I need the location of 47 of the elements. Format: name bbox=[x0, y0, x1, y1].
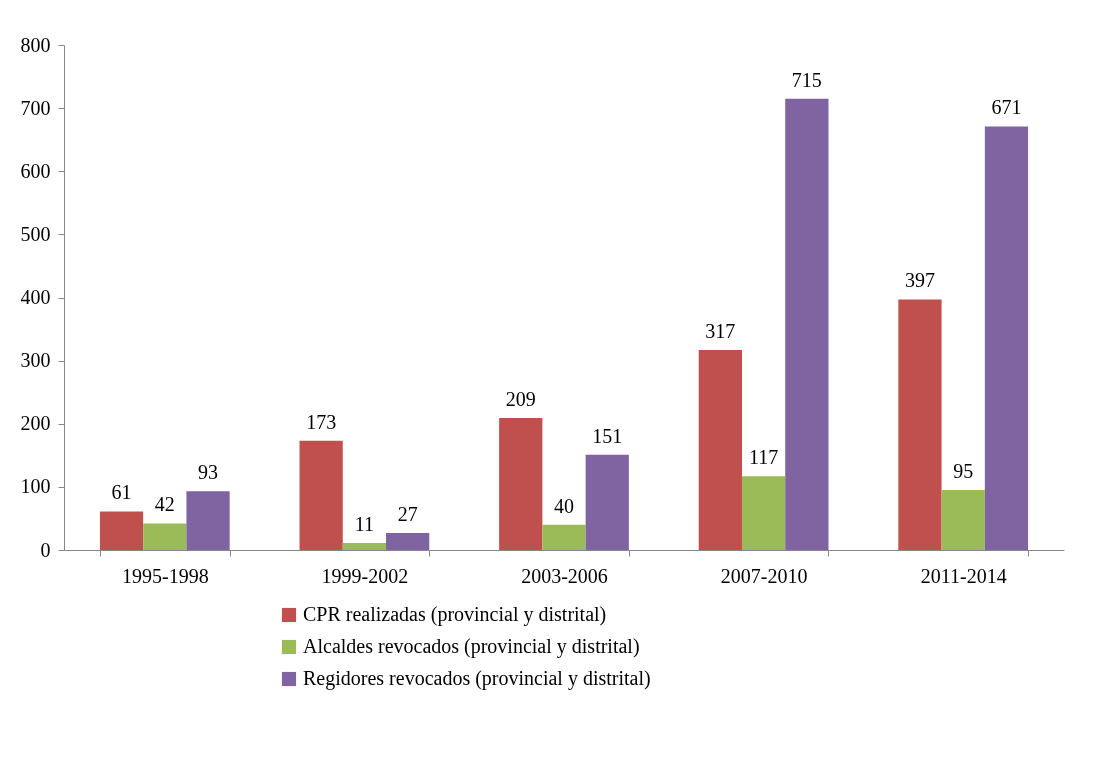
bar bbox=[984, 126, 1029, 550]
y-tick-label: 500 bbox=[20, 222, 51, 245]
data-label: 317 bbox=[705, 319, 736, 342]
x-tick-label: 1995-1998 bbox=[121, 564, 209, 587]
legend-label: Alcaldes revocados (provincial y distrital) bbox=[303, 635, 640, 658]
y-tick-label: 200 bbox=[20, 412, 51, 435]
y-tick-label: 400 bbox=[20, 286, 51, 308]
y-tick-label: 600 bbox=[20, 159, 51, 182]
bar bbox=[386, 532, 430, 550]
x-tick-label: 2007-2010 bbox=[720, 564, 808, 587]
y-tick-label: 300 bbox=[20, 349, 51, 372]
bar bbox=[299, 440, 343, 550]
data-label: 173 bbox=[306, 410, 337, 433]
data-label: 151 bbox=[592, 424, 623, 447]
x-tick-label: 2011-2014 bbox=[920, 564, 1007, 587]
data-label: 11 bbox=[354, 513, 375, 536]
y-tick-label: 100 bbox=[20, 475, 51, 498]
data-label: 209 bbox=[505, 388, 536, 411]
bar bbox=[785, 98, 829, 550]
data-label: 61 bbox=[111, 481, 132, 504]
bar bbox=[898, 299, 942, 550]
x-tick-label: 1999-2002 bbox=[321, 564, 409, 587]
bar bbox=[698, 349, 742, 550]
x-tick-label: 2003-2006 bbox=[521, 564, 608, 587]
bar bbox=[741, 476, 786, 550]
data-label: 93 bbox=[198, 461, 219, 484]
bar bbox=[99, 511, 144, 550]
legend-label: Regidores revocados (provincial y distrital) bbox=[303, 667, 651, 690]
bar bbox=[941, 490, 985, 550]
bar bbox=[186, 491, 230, 550]
data-label: 95 bbox=[953, 460, 974, 483]
data-label: 27 bbox=[397, 502, 418, 525]
y-tick-label: 700 bbox=[20, 96, 51, 119]
data-label: 715 bbox=[791, 68, 822, 91]
bar bbox=[585, 454, 629, 550]
bar bbox=[342, 543, 387, 550]
data-label: 42 bbox=[154, 493, 175, 516]
data-label: 397 bbox=[904, 269, 935, 292]
y-tick-label: 800 bbox=[20, 33, 51, 56]
bar bbox=[542, 524, 586, 550]
bar bbox=[143, 523, 187, 550]
data-label: 117 bbox=[748, 446, 779, 469]
data-label: 671 bbox=[991, 96, 1022, 119]
legend-label: CPR realizadas (provincial y distrital) bbox=[303, 603, 607, 626]
data-label: 40 bbox=[554, 494, 574, 517]
y-tick-label: 0 bbox=[40, 538, 51, 561]
bar bbox=[499, 418, 543, 550]
